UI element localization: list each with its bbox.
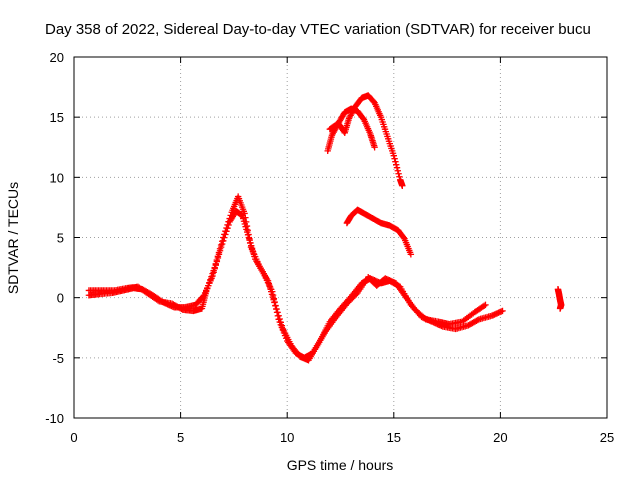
plot-frame (74, 57, 607, 418)
grid-lines (74, 57, 607, 418)
y-tick-label: 15 (50, 110, 64, 125)
series-upper-arc-b (327, 92, 406, 189)
y-tick-label: -10 (45, 411, 64, 426)
x-axis-label: GPS time / hours (287, 457, 394, 473)
tick-labels: 0 5 10 15 20 25 -10 -5 0 5 10 15 20 (45, 50, 614, 445)
axis-ticks (74, 57, 607, 418)
y-axis-label: SDTVAR / TECUs (5, 182, 21, 294)
x-tick-label: 0 (70, 430, 77, 445)
x-tick-label: 10 (280, 430, 294, 445)
chart-title: Day 358 of 2022, Sidereal Day-to-day VTE… (45, 21, 591, 38)
x-tick-label: 20 (493, 430, 507, 445)
data-point (246, 236, 252, 242)
x-tick-label: 5 (177, 430, 184, 445)
series-late-segment (555, 286, 565, 312)
series-secondary-trace (86, 193, 489, 363)
y-tick-label: 20 (50, 50, 64, 65)
data-point (393, 161, 399, 167)
y-tick-label: 10 (50, 170, 64, 185)
x-tick-label: 25 (600, 430, 614, 445)
series-main-trace (86, 208, 506, 361)
data-point (395, 171, 401, 177)
data-point (395, 168, 401, 174)
data-point (272, 303, 278, 309)
y-tick-label: -5 (52, 351, 64, 366)
y-tick-label: 0 (57, 291, 64, 306)
y-tick-label: 5 (57, 231, 64, 246)
data-point (394, 165, 400, 171)
sdtvar-chart: Day 358 of 2022, Sidereal Day-to-day VTE… (0, 0, 640, 480)
data-layer (86, 92, 565, 363)
data-point (392, 158, 398, 164)
x-tick-label: 15 (387, 430, 401, 445)
data-point (273, 306, 279, 312)
data-point (274, 309, 280, 315)
series-mid-arc (344, 207, 414, 258)
